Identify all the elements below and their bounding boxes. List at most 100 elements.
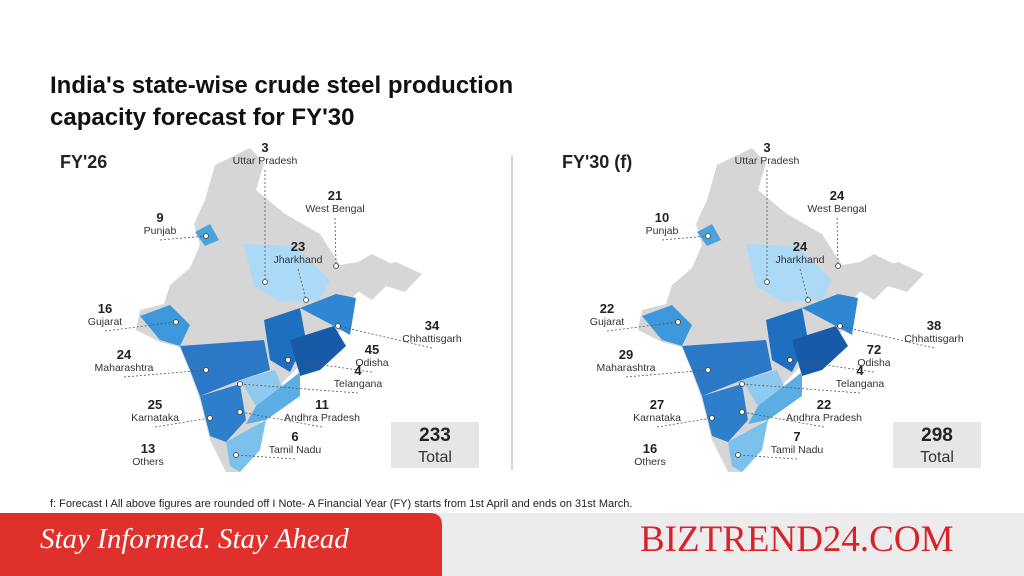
state-name: Maharashtra: [597, 362, 656, 374]
state-name: Maharashtra: [95, 362, 154, 374]
state-value: 24: [117, 347, 132, 362]
state-name: Andhra Pradesh: [786, 412, 862, 424]
state-name: Karnataka: [633, 412, 681, 424]
leader-dot: [207, 415, 213, 421]
state-value: 23: [291, 239, 305, 254]
state-name: Uttar Pradesh: [233, 155, 298, 167]
state-value: 9: [156, 210, 163, 225]
state-name: Jharkhand: [775, 254, 824, 266]
leader-dot: [203, 367, 209, 373]
leader-dot: [285, 357, 291, 363]
leader-line: [836, 217, 839, 267]
leader-line: [741, 411, 825, 428]
panel-label: FY'26: [60, 152, 107, 172]
state-value: 29: [619, 347, 633, 362]
state-name: Gujarat: [590, 316, 625, 328]
leader-dot: [709, 415, 715, 421]
leader-dot: [787, 357, 793, 363]
state-name: Gujarat: [88, 316, 123, 328]
state-value: 4: [856, 363, 864, 378]
state-name: Chhattisgarh: [402, 333, 462, 345]
state-name: Others: [634, 456, 666, 468]
state-name: Andhra Pradesh: [284, 412, 360, 424]
total-label: Total: [920, 449, 954, 466]
leader-dot: [739, 409, 745, 415]
leader-line: [625, 369, 709, 378]
leader-line: [123, 369, 207, 378]
banner-tag-bg: [0, 513, 442, 576]
leader-line: [297, 268, 307, 301]
state-name: Telangana: [334, 378, 383, 390]
state-name: Telangana: [836, 378, 885, 390]
state-value: 3: [763, 140, 770, 155]
leader-dot: [739, 381, 745, 387]
state-value: 21: [328, 188, 342, 203]
state-name: Others: [132, 456, 164, 468]
total-value: 298: [921, 425, 953, 446]
leader-line: [235, 454, 296, 460]
state-value: 25: [148, 397, 162, 412]
title-line-2: India's state-wise crude steel productio…: [50, 72, 513, 131]
leader-dot: [237, 381, 243, 387]
state-value: 45: [365, 342, 379, 357]
leader-dot: [705, 367, 711, 373]
state-value: 16: [643, 441, 657, 456]
leader-line: [656, 417, 713, 428]
leader-line: [334, 217, 337, 267]
state-value: 4: [354, 363, 362, 378]
state-value: 22: [817, 397, 831, 412]
state-value: 24: [830, 188, 845, 203]
panel-label: FY'30 (f): [562, 152, 632, 172]
footnote: f: Forecast I All above figures are roun…: [50, 498, 632, 510]
leader-dot: [805, 297, 811, 303]
brand: BIZTREND24.COM: [640, 519, 953, 560]
state-value: 27: [650, 397, 664, 412]
state-value: 24: [793, 239, 808, 254]
leader-dot: [837, 323, 843, 329]
state-name: Tamil Nadu: [269, 444, 322, 456]
state-name: Tamil Nadu: [771, 444, 824, 456]
leader-dot: [203, 233, 209, 239]
leader-line: [839, 325, 935, 349]
state-value: 6: [291, 429, 298, 444]
state-value: 3: [261, 140, 268, 155]
state-name: Uttar Pradesh: [735, 155, 800, 167]
total-label: Total: [418, 449, 452, 466]
state-value: 10: [655, 210, 669, 225]
state-name: Karnataka: [131, 412, 179, 424]
leader-dot: [173, 319, 179, 325]
total-box: [391, 422, 479, 468]
state-name: Jharkhand: [273, 254, 322, 266]
leader-dot: [333, 263, 339, 269]
state-value: 22: [600, 301, 614, 316]
leader-line: [337, 325, 433, 349]
leader-dot: [764, 279, 770, 285]
total-box: [893, 422, 981, 468]
leader-dot: [237, 409, 243, 415]
leader-dot: [835, 263, 841, 269]
state-name: Punjab: [144, 225, 177, 237]
state-name: Punjab: [646, 225, 679, 237]
state-name: Odisha: [857, 357, 890, 369]
leader-dot: [705, 233, 711, 239]
state-value: 38: [927, 318, 941, 333]
state-value: 34: [425, 318, 440, 333]
state-value: 13: [141, 441, 155, 456]
state-value: 11: [315, 397, 329, 412]
leader-dot: [675, 319, 681, 325]
state-value: 72: [867, 342, 881, 357]
tagline: Stay Informed. Stay Ahead: [40, 523, 349, 555]
leader-line: [154, 417, 211, 428]
state-name: West Bengal: [807, 203, 866, 215]
leader-line: [799, 268, 809, 301]
state-value: 7: [793, 429, 800, 444]
state-name: West Bengal: [305, 203, 364, 215]
leader-line: [737, 454, 798, 460]
state-value: 16: [98, 301, 112, 316]
leader-dot: [233, 452, 239, 458]
state-name: Chhattisgarh: [904, 333, 964, 345]
